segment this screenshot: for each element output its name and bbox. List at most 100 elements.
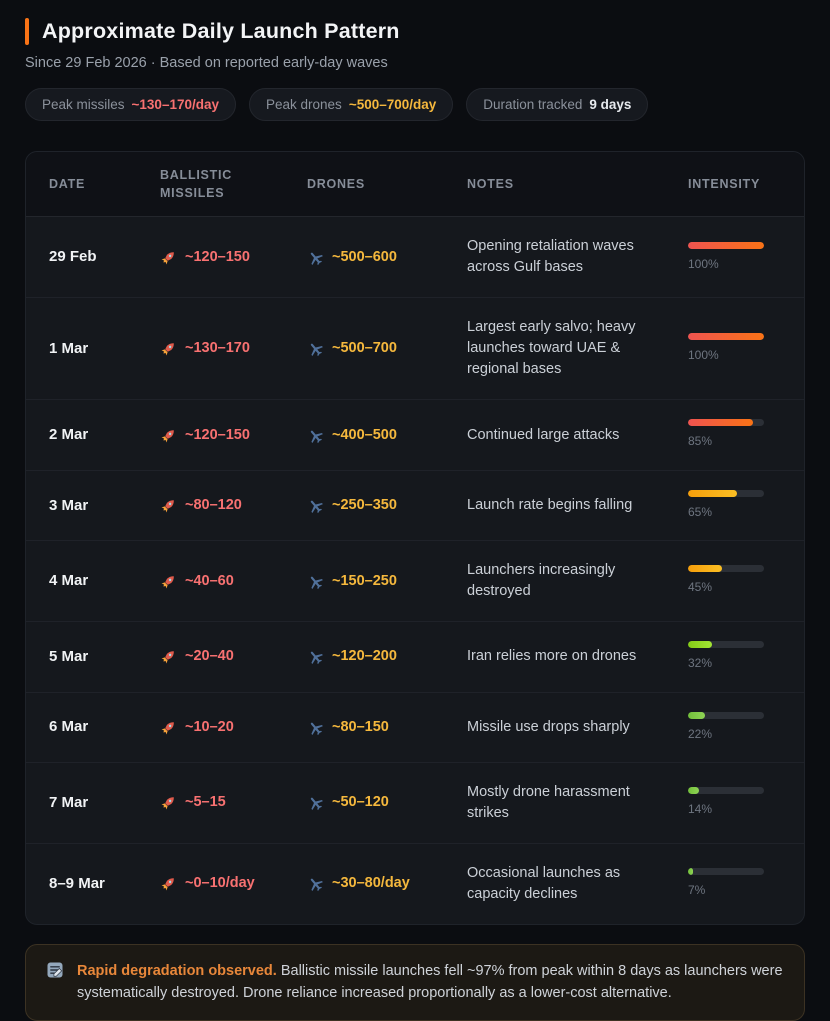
missiles-value: ~130–170 xyxy=(185,340,250,357)
drones-value: ~250–350 xyxy=(332,496,397,513)
rocket-icon xyxy=(160,573,177,590)
badge-value: ~130–170/day xyxy=(131,97,219,112)
intensity-bar-fill xyxy=(688,641,713,649)
note-title: Rapid degradation observed. xyxy=(77,962,277,979)
date-cell: 3 Mar xyxy=(49,496,89,514)
missiles-value: ~120–150 xyxy=(185,426,250,443)
table-row: 1 Mar ~130–170 xyxy=(26,298,804,401)
date-cell: 5 Mar xyxy=(49,647,89,665)
table-row: 8–9 Mar ~0–10/day xyxy=(26,844,804,924)
missiles-value: ~20–40 xyxy=(185,648,234,665)
drone-icon xyxy=(307,249,324,266)
notes-cell: Opening retaliation waves across Gulf ba… xyxy=(467,238,634,276)
intensity-bar-track xyxy=(688,565,764,573)
title-accent-bar xyxy=(25,18,29,45)
intensity-percent: 100% xyxy=(688,256,719,271)
intensity-cell: 45% xyxy=(688,546,782,615)
drones-cell: ~400–500 xyxy=(307,406,467,465)
missiles-value: ~120–150 xyxy=(185,248,250,265)
intensity-cell: 14% xyxy=(688,768,782,837)
drones-value: ~500–600 xyxy=(332,248,397,265)
intensity-percent: 14% xyxy=(688,802,713,817)
note-body: Ballistic missile launches fell ~97% fro… xyxy=(77,962,783,1002)
rocket-icon xyxy=(160,249,177,266)
rocket-icon xyxy=(160,875,177,892)
drones-cell: ~80–150 xyxy=(307,698,467,757)
drones-value: ~150–250 xyxy=(332,572,397,589)
intensity-bar-fill xyxy=(688,711,705,719)
intensity-percent: 65% xyxy=(688,504,713,519)
date-cell: 4 Mar xyxy=(49,572,89,590)
intensity-cell: 100% xyxy=(688,314,782,383)
intensity-percent: 32% xyxy=(688,656,713,671)
table-header-row: DATE BALLISTIC MISSILES DRONES NOTES INT… xyxy=(26,152,804,218)
drone-icon xyxy=(307,648,324,665)
notes-cell: Mostly drone harassment strikes xyxy=(467,783,630,821)
drone-icon xyxy=(307,875,324,892)
drone-icon xyxy=(307,427,324,444)
rocket-icon xyxy=(160,497,177,514)
badge-peak-drones: Peak drones ~500–700/day xyxy=(249,88,454,121)
missiles-cell: ~120–150 xyxy=(160,228,307,287)
date-cell: 8–9 Mar xyxy=(49,875,105,893)
intensity-bar-fill xyxy=(688,489,738,497)
drones-cell: ~500–600 xyxy=(307,228,467,287)
intensity-bar-fill xyxy=(688,419,753,427)
intensity-cell: 65% xyxy=(688,471,782,540)
rocket-icon xyxy=(160,427,177,444)
intensity-cell: 32% xyxy=(688,622,782,691)
badge-value: ~500–700/day xyxy=(348,97,437,112)
badge-label: Peak missiles xyxy=(42,97,125,112)
page-subtitle: Since 29 Feb 2026 · Based on reported ea… xyxy=(25,55,388,71)
table-row: 3 Mar ~80–120 xyxy=(26,471,804,542)
missiles-value: ~5–15 xyxy=(185,794,226,811)
missiles-cell: ~5–15 xyxy=(160,773,307,832)
table-row: 29 Feb ~120–150 xyxy=(26,217,804,299)
table-row: 7 Mar ~5–15 ~ xyxy=(26,763,804,844)
intensity-bar-track xyxy=(688,241,764,249)
rocket-icon xyxy=(160,648,177,665)
badge-label: Duration tracked xyxy=(483,97,583,112)
intensity-bar-track xyxy=(688,641,764,649)
notes-cell: Iran relies more on drones xyxy=(467,648,637,665)
missiles-cell: ~20–40 xyxy=(160,627,307,686)
missiles-value: ~80–120 xyxy=(185,496,242,513)
column-header-intensity: INTENSITY xyxy=(688,177,761,192)
intensity-bar-track xyxy=(688,868,764,876)
intensity-cell: 7% xyxy=(688,849,782,918)
table-row: 5 Mar ~20–40 xyxy=(26,622,804,693)
note-icon xyxy=(45,960,65,980)
drones-cell: ~500–700 xyxy=(307,319,467,378)
drones-cell: ~120–200 xyxy=(307,627,467,686)
notes-cell: Launch rate begins falling xyxy=(467,496,633,513)
badge-peak-missiles: Peak missiles ~130–170/day xyxy=(25,88,236,121)
intensity-percent: 22% xyxy=(688,726,713,741)
table-row: 4 Mar ~40–60 xyxy=(26,541,804,623)
badge-label: Peak drones xyxy=(266,97,342,112)
notes-cell: Largest early salvo; heavy launches towa… xyxy=(467,319,636,378)
degradation-note-card: Rapid degradation observed. Ballistic mis… xyxy=(25,943,805,1021)
date-cell: 7 Mar xyxy=(49,794,89,812)
date-cell: 1 Mar xyxy=(49,339,89,357)
rocket-icon xyxy=(160,340,177,357)
drone-icon xyxy=(307,340,324,357)
drones-value: ~30–80/day xyxy=(332,875,410,892)
notes-cell: Continued large attacks xyxy=(467,426,620,443)
intensity-bar-track xyxy=(688,711,764,719)
date-cell: 6 Mar xyxy=(49,718,89,736)
rocket-icon xyxy=(160,719,177,736)
column-header-ballistic-missiles: BALLISTIC MISSILES xyxy=(160,168,233,201)
table-body: 29 Feb ~120–150 xyxy=(26,217,804,924)
drone-icon xyxy=(307,573,324,590)
missiles-value: ~40–60 xyxy=(185,572,234,589)
intensity-percent: 85% xyxy=(688,434,713,449)
page-title: Approximate Daily Launch Pattern xyxy=(42,19,400,43)
intensity-cell: 100% xyxy=(688,223,782,292)
drones-cell: ~250–350 xyxy=(307,476,467,535)
intensity-bar-track xyxy=(688,787,764,795)
page-header: Approximate Daily Launch Pattern xyxy=(25,18,805,45)
summary-badges: Peak missiles ~130–170/day Peak drones ~… xyxy=(25,88,805,121)
intensity-bar-fill xyxy=(688,787,699,795)
intensity-percent: 100% xyxy=(688,348,719,363)
column-header-drones: DRONES xyxy=(307,177,365,192)
